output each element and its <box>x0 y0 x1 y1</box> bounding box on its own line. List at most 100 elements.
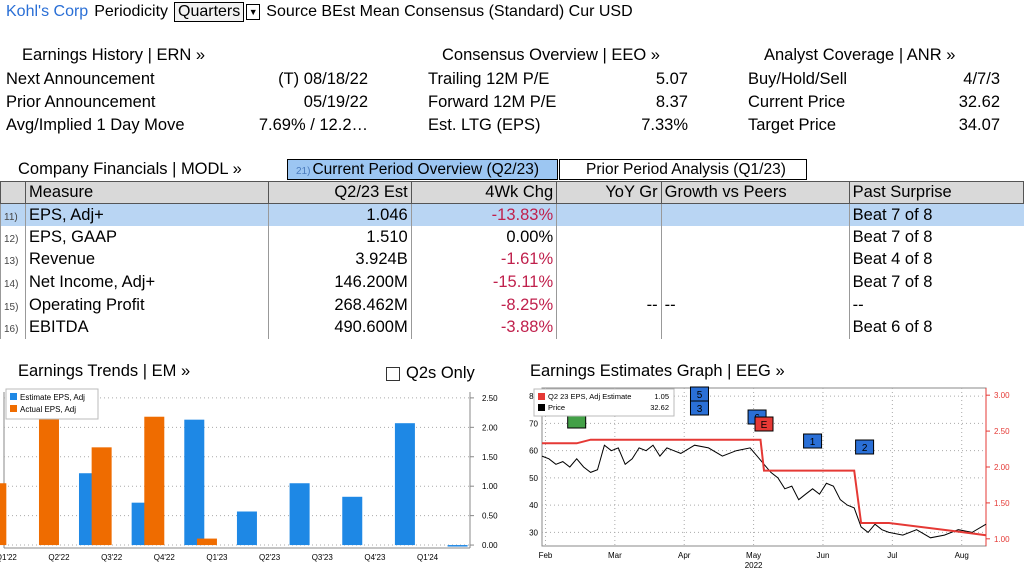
y-tick-label: 0.50 <box>482 512 498 521</box>
row-value: 05/19/22 <box>303 93 368 111</box>
measure-cell: EPS, GAAP <box>24 226 269 249</box>
financials-table: Measure Q2/23 Est 4Wk Chg YoY Gr Growth … <box>0 181 1024 340</box>
surprise-cell: Beat 7 of 8 <box>848 203 1024 227</box>
y-tick-label: 1.50 <box>482 453 498 462</box>
estimate-bar <box>184 419 205 546</box>
yoy-cell <box>556 271 662 294</box>
row-number: 12) <box>0 226 26 249</box>
x-tick-label: Q4'22 <box>154 553 176 562</box>
right-tick-label: 2.00 <box>994 463 1010 472</box>
row-value: (T) 08/18/22 <box>278 70 368 88</box>
legend-box <box>533 388 675 417</box>
left-tick-label: 30 <box>529 528 538 537</box>
right-tick-label: 2.50 <box>994 427 1010 436</box>
row-number: 13) <box>0 248 26 272</box>
left-tick-label: 70 <box>529 419 538 428</box>
panel-row: Avg/Implied 1 Day Move 7.69% / 12.2… <box>6 114 368 137</box>
earnings-trends-title[interactable]: Earnings Trends | EM » <box>18 362 191 380</box>
header-estimate[interactable]: Q2/23 Est <box>268 181 412 204</box>
row-value: 7.33% <box>641 116 688 134</box>
row-number: 15) <box>0 293 26 317</box>
estimate-cell: 490.600M <box>268 316 412 340</box>
estimate-bar <box>342 496 363 546</box>
legend-label: Q2 23 EPS, Adj Estimate <box>548 392 631 401</box>
peers-cell <box>660 316 850 340</box>
actual-bar <box>38 406 59 546</box>
right-tick-label: 1.50 <box>994 499 1010 508</box>
surprise-cell: Beat 7 of 8 <box>848 226 1024 249</box>
row-number: 14) <box>0 271 26 294</box>
surprise-cell: Beat 6 of 8 <box>848 316 1024 340</box>
table-row[interactable]: 12) EPS, GAAP 1.510 0.00% Beat 7 of 8 <box>0 226 1024 249</box>
event-marker-label: E <box>761 420 768 431</box>
estimate-cell: 3.924B <box>268 248 412 272</box>
q2s-only-checkbox[interactable] <box>386 366 400 381</box>
table-row[interactable]: 15) Operating Profit 268.462M -8.25% -- … <box>0 293 1024 317</box>
table-row[interactable]: 14) Net Income, Adj+ 146.200M -15.11% Be… <box>0 271 1024 294</box>
financials-header: Company Financials | MODL » 21) Current P… <box>0 159 1024 181</box>
row-number: 11) <box>0 203 26 227</box>
actual-bar <box>0 483 7 546</box>
y-tick-label: 2.00 <box>482 423 498 432</box>
yoy-cell <box>556 248 662 272</box>
event-marker: E <box>754 416 774 432</box>
panel-row: Prior Announcement 05/19/22 <box>6 91 368 114</box>
q2s-only-toggle[interactable]: Q2s Only <box>386 364 475 383</box>
row-label: Prior Announcement <box>6 93 156 111</box>
row-label: Target Price <box>748 116 837 134</box>
periodicity-dropdown[interactable]: Quarters <box>174 2 245 22</box>
legend-swatch <box>538 404 545 411</box>
event-marker-box <box>855 439 875 455</box>
consensus-overview-panel: Consensus Overview | EEO » Trailing 12M … <box>428 46 688 137</box>
panel-row: Forward 12M P/E 8.37 <box>428 91 688 114</box>
row-value: 8.37 <box>655 93 688 111</box>
analyst-coverage-title[interactable]: Analyst Coverage | ANR » <box>764 46 956 64</box>
yoy-cell <box>556 226 662 249</box>
header-4wk-chg[interactable]: 4Wk Chg <box>410 181 558 204</box>
panel-row: Est. LTG (EPS) 7.33% <box>428 114 688 137</box>
tab-current-period[interactable]: 21) Current Period Overview (Q2/23) <box>287 159 558 180</box>
row-label: Current Price <box>748 93 846 111</box>
y-tick-label: 1.00 <box>482 482 498 491</box>
row-label: Avg/Implied 1 Day Move <box>6 116 185 134</box>
event-marker-label: 3 <box>697 404 703 415</box>
actual-bar <box>91 447 112 546</box>
x-tick-label: Jun <box>817 551 830 560</box>
measure-cell: Net Income, Adj+ <box>24 271 269 294</box>
x-tick-label: Jul <box>887 551 897 560</box>
earnings-graph-title[interactable]: Earnings Estimates Graph | EEG » <box>530 362 785 380</box>
yoy-cell <box>556 203 662 227</box>
measure-cell: EBITDA <box>24 316 269 340</box>
source-label: Source BEst Mean Consensus (Standard) Cu… <box>266 3 633 20</box>
x-tick-label: Aug <box>955 551 969 560</box>
header-growth-vs-peers[interactable]: Growth vs Peers <box>660 181 850 204</box>
header-yoy-gr[interactable]: YoY Gr <box>556 181 662 204</box>
panel-row: Current Price 32.62 <box>748 91 1000 114</box>
earnings-history-title[interactable]: Earnings History | ERN » <box>22 46 206 64</box>
earnings-estimates-chart: 3040506070801.001.502.002.503.00FebMarAp… <box>529 386 1010 570</box>
row-value: 5.07 <box>655 70 688 88</box>
estimate-cell: 268.462M <box>268 293 412 317</box>
tab-prior-period[interactable]: Prior Period Analysis (Q1/23) <box>559 159 807 180</box>
q2s-only-label: Q2s Only <box>406 364 475 382</box>
actual-bar <box>196 538 217 546</box>
y-tick-label: 2.50 <box>482 394 498 403</box>
panel-row: Buy/Hold/Sell 4/7/3 <box>748 68 1000 91</box>
table-row[interactable]: 13) Revenue 3.924B -1.61% Beat 4 of 8 <box>0 248 1024 272</box>
table-row[interactable]: 11) EPS, Adj+ 1.046 -13.83% Beat 7 of 8 <box>0 203 1024 227</box>
chevron-down-icon[interactable]: ▼ <box>246 4 261 20</box>
legend-value: 1.05 <box>654 392 669 401</box>
estimate-bar <box>447 545 468 547</box>
company-name[interactable]: Kohl's Corp <box>6 3 89 20</box>
header-past-surprise[interactable]: Past Surprise <box>848 181 1024 204</box>
header-measure[interactable]: Measure <box>24 181 270 204</box>
price-line <box>541 444 987 539</box>
panel-row: Next Announcement (T) 08/18/22 <box>6 68 368 91</box>
consensus-overview-title[interactable]: Consensus Overview | EEO » <box>442 46 660 64</box>
table-row[interactable]: 16) EBITDA 490.600M -3.88% Beat 6 of 8 <box>0 316 1024 340</box>
row-value: 34.07 <box>958 116 1000 134</box>
peers-cell <box>660 248 850 272</box>
x-tick-label: Q2'23 <box>259 553 281 562</box>
event-marker-label: 2 <box>862 443 868 454</box>
financials-title[interactable]: Company Financials | MODL » <box>18 160 242 178</box>
